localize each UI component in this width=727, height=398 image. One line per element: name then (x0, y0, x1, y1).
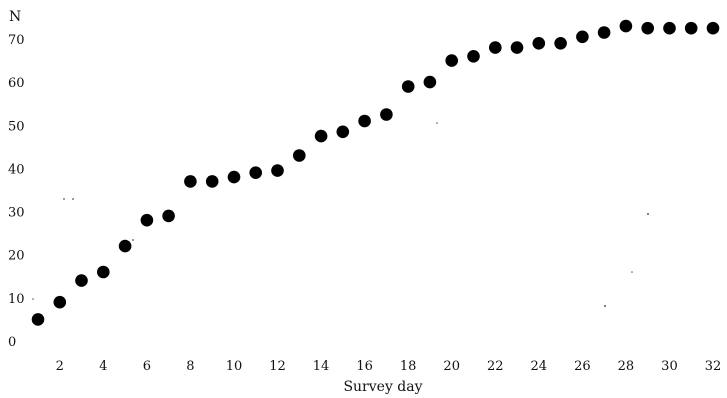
data-point (684, 21, 698, 35)
x-tick-label: 14 (313, 359, 330, 374)
y-tick-label: 40 (8, 162, 25, 177)
speck (32, 298, 34, 300)
data-point (314, 129, 328, 143)
data-point (75, 274, 88, 287)
x-axis-label: Survey day (343, 379, 422, 395)
x-tick-label: 26 (574, 359, 591, 374)
y-tick-label: 50 (8, 119, 25, 134)
data-point (532, 37, 546, 50)
data-point (489, 41, 502, 54)
data-point (31, 313, 45, 326)
data-point (467, 50, 480, 63)
data-point (97, 265, 110, 279)
x-tick-label: 28 (618, 359, 635, 374)
data-points (31, 19, 720, 326)
data-point (445, 54, 459, 67)
y-tick-label: 10 (8, 292, 25, 307)
data-point (597, 26, 611, 39)
y-tick-label: 70 (8, 33, 25, 48)
speck (631, 271, 633, 273)
data-point (227, 170, 241, 184)
x-tick-label: 12 (269, 359, 286, 374)
data-point (271, 164, 284, 177)
data-point (205, 175, 219, 188)
x-tick-label: 6 (143, 359, 151, 374)
x-tick-label: 8 (186, 359, 194, 374)
data-point (554, 37, 567, 50)
data-point (140, 213, 154, 227)
x-tick-label: 18 (400, 359, 417, 374)
x-tick-label: 30 (661, 359, 678, 374)
x-tick-label: 24 (531, 359, 548, 374)
data-point (336, 125, 350, 139)
data-point (619, 19, 633, 33)
x-tick-labels: 2 4 6 8 10 12 14 16 18 20 22 24 26 28 30 32 (56, 359, 722, 374)
data-point (380, 108, 393, 121)
data-point (706, 21, 720, 35)
y-tick-label: 20 (8, 249, 25, 264)
x-tick-label: 16 (356, 359, 373, 374)
data-point (576, 30, 589, 44)
speck (132, 239, 134, 241)
x-tick-label: 10 (226, 359, 243, 374)
speck (436, 122, 438, 124)
data-point (53, 295, 67, 309)
data-point (162, 209, 175, 223)
x-tick-label: 32 (705, 359, 722, 374)
data-point (401, 80, 415, 93)
y-axis-label: N (9, 9, 21, 25)
y-tick-labels: 0 10 20 30 40 50 60 70 (8, 33, 25, 350)
data-point (641, 21, 654, 35)
data-point (293, 149, 306, 162)
x-tick-label: 22 (487, 359, 504, 374)
data-point (184, 175, 197, 188)
speck (604, 305, 606, 307)
data-point (249, 166, 262, 179)
speck (63, 198, 65, 200)
x-tick-label: 2 (56, 359, 64, 374)
y-tick-label: 60 (8, 76, 25, 91)
speck (72, 198, 74, 200)
data-point (358, 114, 371, 128)
speck (647, 213, 649, 215)
data-point (118, 239, 132, 253)
y-tick-label: 30 (8, 206, 25, 221)
y-tick-label: 0 (8, 335, 16, 350)
x-tick-label: 20 (443, 359, 460, 374)
scan-specks (32, 122, 649, 307)
data-point (423, 75, 437, 89)
data-point (510, 41, 524, 54)
data-point (663, 21, 676, 35)
x-tick-label: 4 (99, 359, 107, 374)
